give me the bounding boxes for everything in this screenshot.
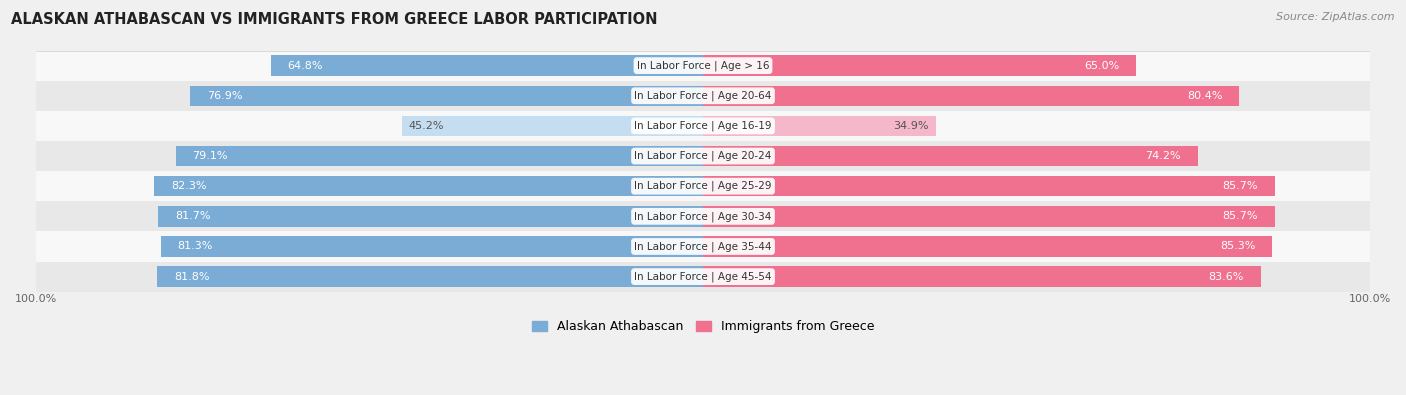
Text: 76.9%: 76.9%	[207, 91, 242, 101]
Bar	[157, 266, 703, 287]
Bar	[402, 116, 703, 136]
Text: ALASKAN ATHABASCAN VS IMMIGRANTS FROM GREECE LABOR PARTICIPATION: ALASKAN ATHABASCAN VS IMMIGRANTS FROM GR…	[11, 12, 658, 27]
Text: 85.7%: 85.7%	[1222, 211, 1258, 221]
Text: In Labor Force | Age 45-54: In Labor Force | Age 45-54	[634, 271, 772, 282]
Bar	[37, 111, 1369, 141]
Text: 80.4%: 80.4%	[1187, 91, 1222, 101]
Bar	[37, 51, 1369, 81]
Bar	[37, 81, 1369, 111]
Bar	[703, 146, 1198, 166]
Text: Source: ZipAtlas.com: Source: ZipAtlas.com	[1277, 12, 1395, 22]
Text: 65.0%: 65.0%	[1084, 60, 1119, 71]
Text: 64.8%: 64.8%	[288, 60, 323, 71]
Bar	[190, 85, 703, 106]
Text: 79.1%: 79.1%	[193, 151, 228, 161]
Text: 34.9%: 34.9%	[894, 121, 929, 131]
Text: In Labor Force | Age 25-29: In Labor Force | Age 25-29	[634, 181, 772, 192]
Bar	[37, 171, 1369, 201]
Text: 81.7%: 81.7%	[174, 211, 211, 221]
Text: In Labor Force | Age 16-19: In Labor Force | Age 16-19	[634, 120, 772, 131]
Bar	[37, 261, 1369, 292]
Bar	[703, 55, 1136, 76]
Text: 45.2%: 45.2%	[408, 121, 444, 131]
Bar	[160, 236, 703, 257]
Text: In Labor Force | Age 30-34: In Labor Force | Age 30-34	[634, 211, 772, 222]
Bar	[271, 55, 703, 76]
Bar	[703, 236, 1272, 257]
Text: 85.3%: 85.3%	[1220, 241, 1256, 252]
Bar	[703, 206, 1274, 227]
Bar	[176, 146, 703, 166]
Bar	[155, 176, 703, 196]
Bar	[37, 201, 1369, 231]
Bar	[703, 116, 936, 136]
Bar	[37, 141, 1369, 171]
Bar	[703, 266, 1261, 287]
Text: 74.2%: 74.2%	[1146, 151, 1181, 161]
Bar	[157, 206, 703, 227]
Text: 82.3%: 82.3%	[172, 181, 207, 191]
Text: 81.8%: 81.8%	[174, 272, 209, 282]
Bar	[37, 231, 1369, 261]
Text: 81.3%: 81.3%	[177, 241, 212, 252]
Text: In Labor Force | Age > 16: In Labor Force | Age > 16	[637, 60, 769, 71]
Text: In Labor Force | Age 20-24: In Labor Force | Age 20-24	[634, 151, 772, 161]
Text: In Labor Force | Age 20-64: In Labor Force | Age 20-64	[634, 90, 772, 101]
Bar	[703, 176, 1274, 196]
Bar	[703, 85, 1239, 106]
Text: In Labor Force | Age 35-44: In Labor Force | Age 35-44	[634, 241, 772, 252]
Text: 83.6%: 83.6%	[1209, 272, 1244, 282]
Text: 85.7%: 85.7%	[1222, 181, 1258, 191]
Legend: Alaskan Athabascan, Immigrants from Greece: Alaskan Athabascan, Immigrants from Gree…	[527, 316, 879, 339]
